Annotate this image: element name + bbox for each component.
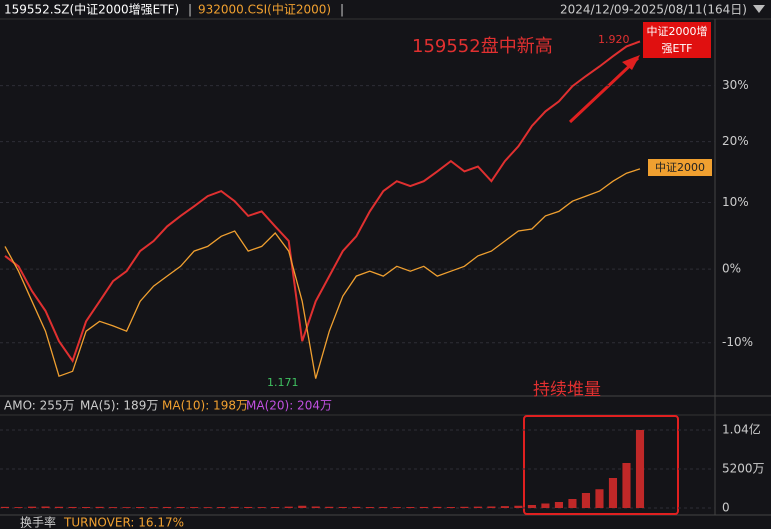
volume-bar <box>554 502 563 508</box>
volume-bar <box>514 505 523 508</box>
volume-bar <box>608 478 618 508</box>
volume-bar <box>622 463 631 508</box>
volume-annotation: 持续堆量 <box>533 380 601 400</box>
volume-bar <box>298 505 307 508</box>
volume-bar <box>406 507 415 508</box>
volume-bar <box>27 506 37 508</box>
y-tick-label: 0 <box>722 501 730 515</box>
volume-bar <box>149 507 158 508</box>
turnover: TURNOVER: 16.17% <box>63 516 184 529</box>
volume-bar <box>109 507 118 508</box>
y-tick-label: 30% <box>722 78 749 92</box>
amo: AMO: 255万 <box>4 399 75 413</box>
volume-bar <box>365 507 374 508</box>
y-tick-label: -10% <box>722 335 753 349</box>
volume-bar <box>635 430 645 508</box>
footer-label: 换手率 <box>20 515 56 529</box>
headline: 159552盘中新高 <box>412 36 553 57</box>
ma10: MA(10): 198万 <box>162 399 248 413</box>
volume-bar <box>500 506 509 508</box>
volume-bar <box>257 507 266 508</box>
volume-bar <box>95 506 104 508</box>
volume-bar <box>14 507 23 508</box>
volume-bar <box>0 506 10 508</box>
volume-bar <box>244 506 253 508</box>
y-tick-label: 5200万 <box>722 462 765 476</box>
y-tick-label: 1.04亿 <box>722 422 761 437</box>
dropdown[interactable] <box>753 5 765 13</box>
volume-bar <box>568 499 577 508</box>
sep: | <box>340 3 344 17</box>
volume-bar <box>541 503 550 508</box>
volume-bar <box>41 506 50 508</box>
volume-bar <box>190 507 199 508</box>
volume-bar <box>379 506 388 508</box>
etf-title: 159552.SZ(中证2000增强ETF) <box>4 2 179 17</box>
volume-bar <box>217 507 226 508</box>
volume-bar <box>163 506 172 508</box>
arrow-head <box>622 55 640 70</box>
index-tag-text: 中证2000 <box>655 161 705 174</box>
y-tick-label: 20% <box>722 134 749 148</box>
volume-bar <box>230 506 239 508</box>
volume-bar <box>325 506 334 508</box>
volume-bar <box>595 489 604 508</box>
volume-bar <box>581 493 591 508</box>
volume-bar <box>446 507 455 508</box>
low-label: 1.171 <box>267 376 299 389</box>
arrow <box>568 56 640 124</box>
etf-tag-text: 中证2000增强ETF <box>646 25 708 55</box>
volume-bar <box>352 506 361 508</box>
highlight-box <box>523 415 679 515</box>
volume-bar <box>419 506 428 508</box>
index-title: 932000.CSI(中证2000) <box>198 2 331 17</box>
price-line <box>4 168 641 379</box>
index-tag <box>648 159 712 176</box>
volume-bar <box>136 507 145 508</box>
ma5: MA(5): 189万 <box>80 399 158 413</box>
high-label: 1.920 <box>598 33 630 46</box>
volume-bar <box>203 507 212 508</box>
etf-tag <box>643 22 711 58</box>
volume-bar <box>271 507 280 508</box>
ma20: MA(20): 204万 <box>246 399 332 413</box>
volume-bar <box>122 507 131 508</box>
y-tick-label: 10% <box>722 195 749 209</box>
volume-bar <box>527 505 536 508</box>
volume-bar <box>311 506 320 508</box>
y-tick-label: 0% <box>722 262 741 276</box>
volume-bar <box>82 507 91 508</box>
sep: | <box>188 3 192 17</box>
date-range: 2024/12/09-2025/08/11(164日) <box>560 3 747 17</box>
price-line <box>4 40 641 363</box>
volume-bar <box>284 506 293 508</box>
volume-bar <box>392 507 401 508</box>
volume-bar <box>460 506 469 508</box>
volume-bar <box>473 506 482 508</box>
volume-bar <box>487 506 496 508</box>
volume-bar <box>433 506 442 508</box>
volume-bar <box>54 506 64 508</box>
volume-bar <box>68 506 77 508</box>
volume-bar <box>176 507 185 508</box>
volume-bar <box>338 506 347 508</box>
